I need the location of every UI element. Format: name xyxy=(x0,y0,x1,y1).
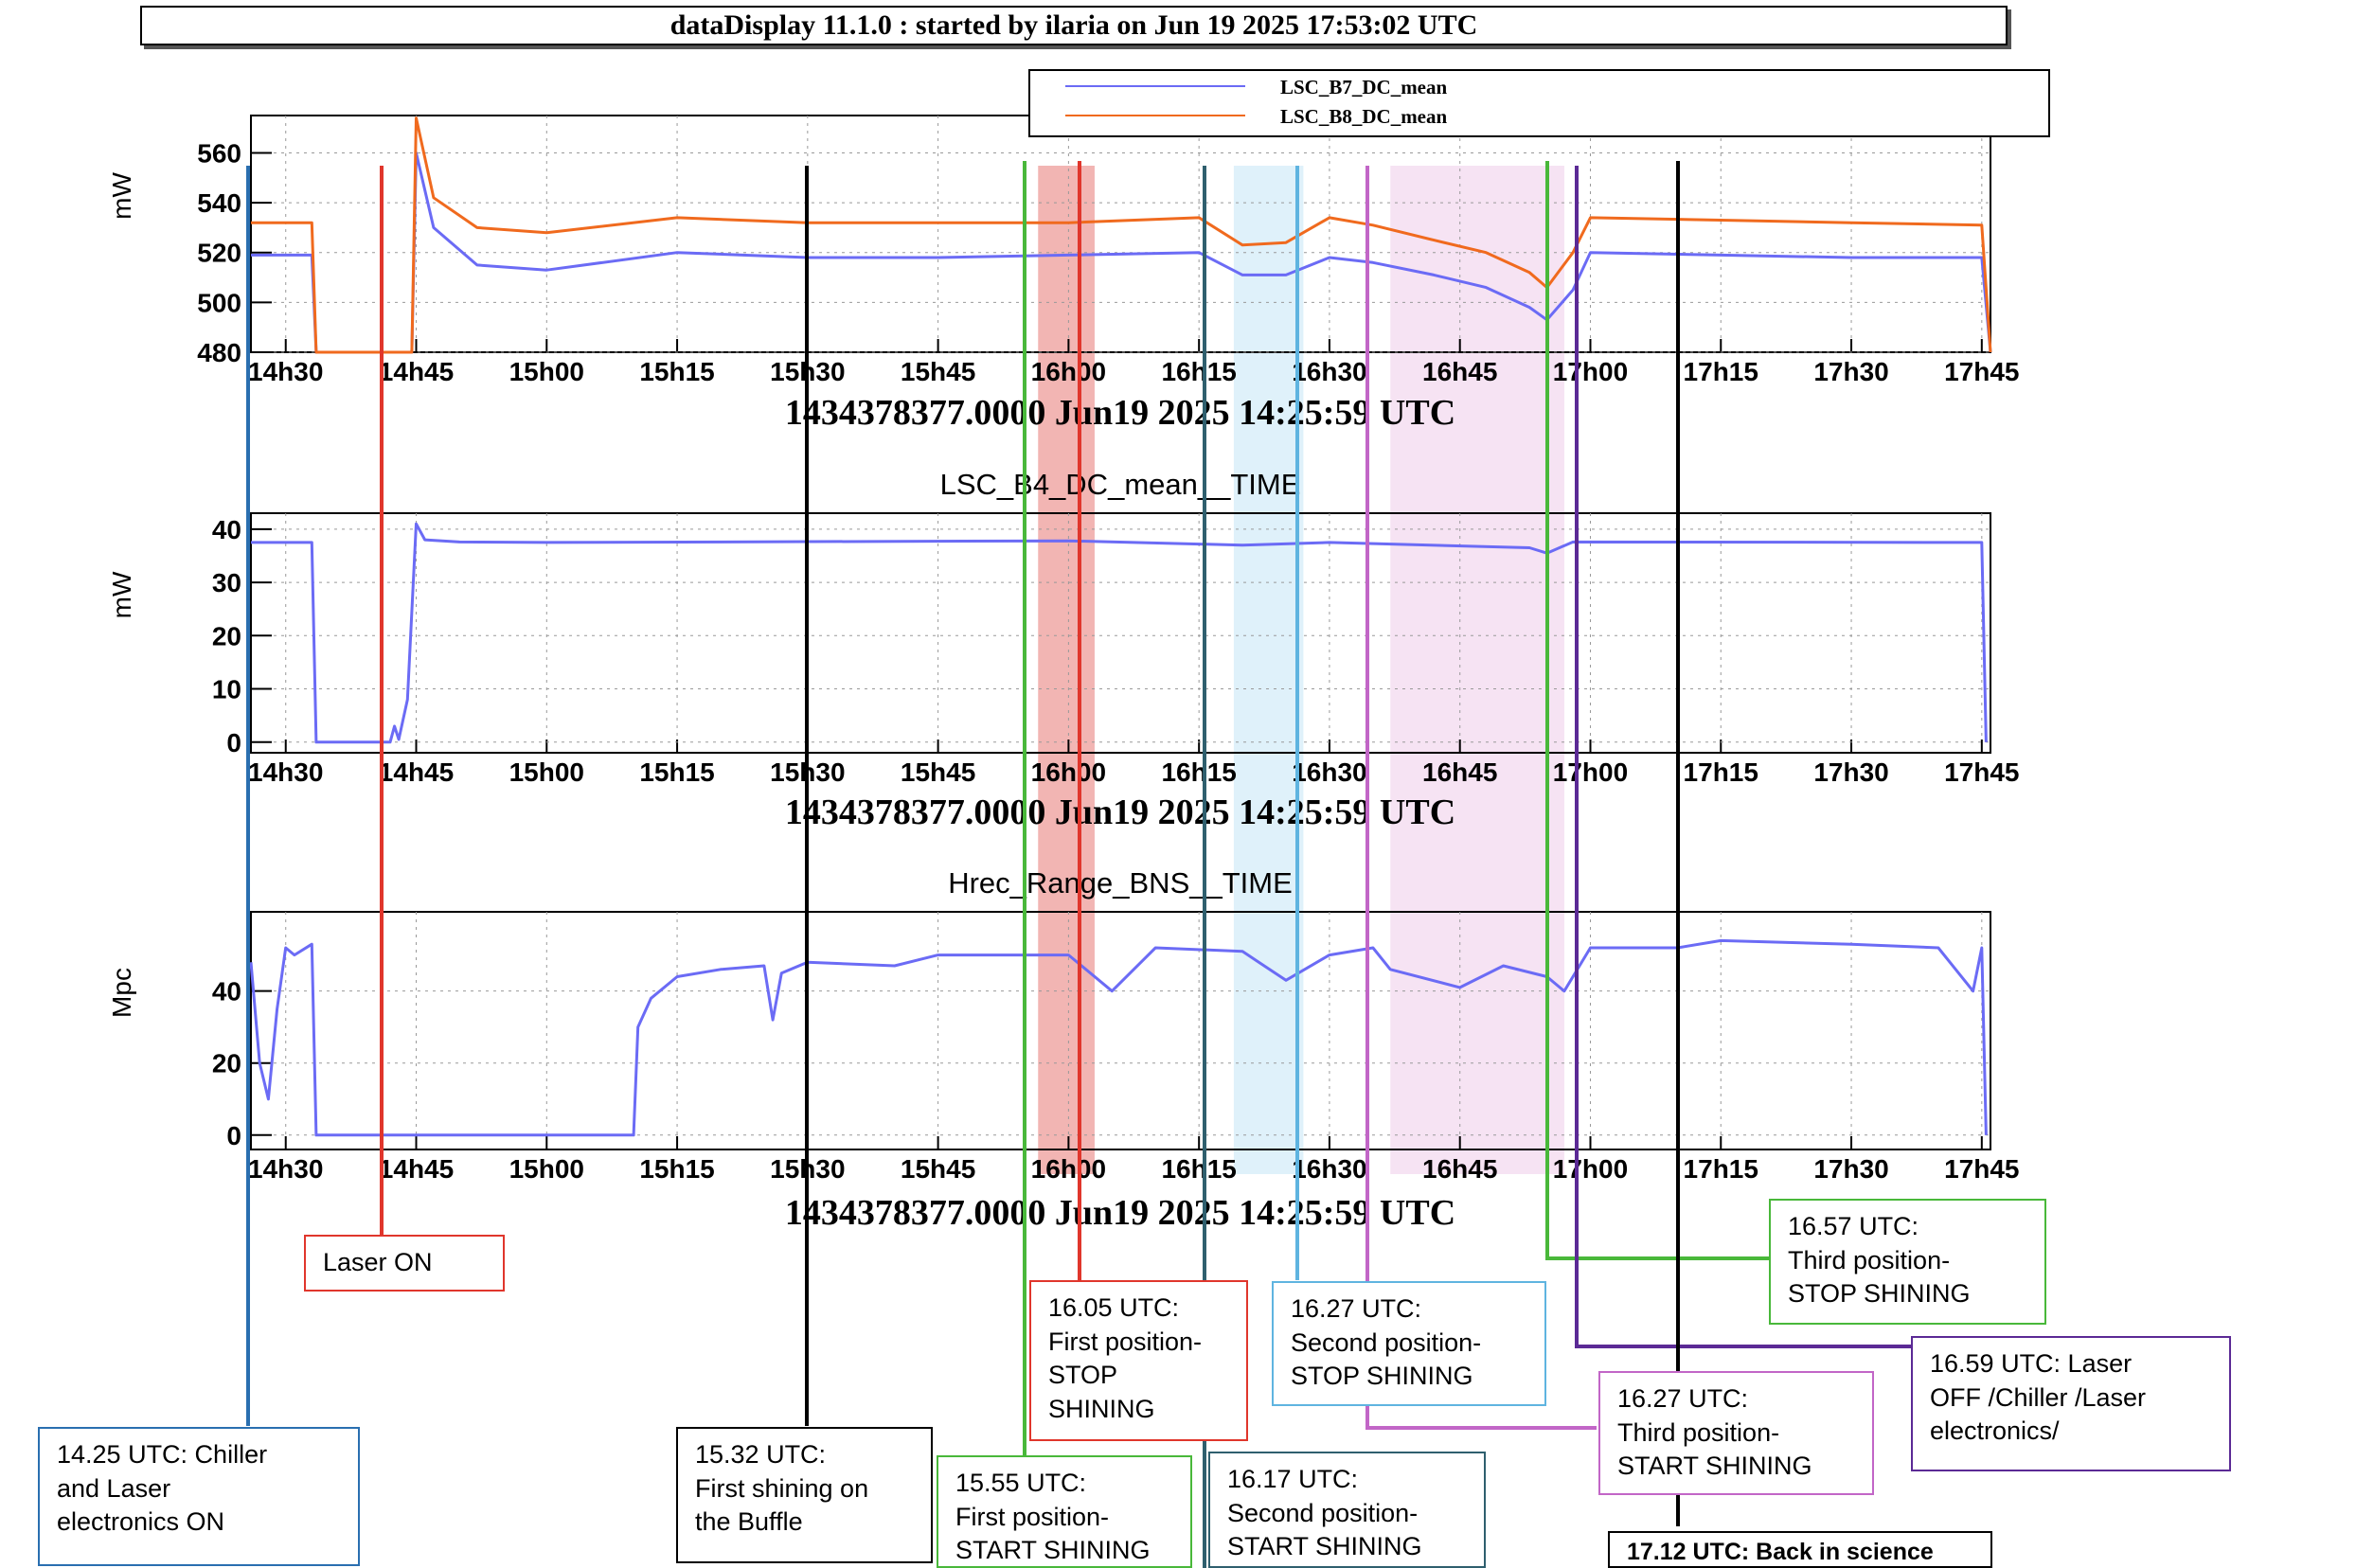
annotation-note-n4: 15.55 UTC: First position- START SHINING xyxy=(937,1455,1192,1568)
y-tick-label: 0 xyxy=(226,1121,241,1150)
plot-frame xyxy=(250,115,1991,353)
chart-panel-1: 14h30 14h45 15h00 15h15 15h30 15h45 16h00 16h15… xyxy=(107,115,2020,433)
annotation-line-n9 xyxy=(1545,161,1769,1260)
x-tick-label: 16h00 xyxy=(1031,357,1106,386)
annotation-note-n5: 16.05 UTC: First position- STOP SHINING xyxy=(1029,1280,1248,1441)
legend: LSC_B7_DC_mean LSC_B8_DC_mean xyxy=(1028,69,2050,137)
series-line-1 xyxy=(251,522,1988,744)
x-tick-label: 15h45 xyxy=(901,1154,975,1184)
third-position-band xyxy=(1390,166,1564,1174)
annotation-line-n10 xyxy=(1575,166,1911,1348)
chart-panel-3: 14h30 14h45 15h00 15h15 15h30 15h45 16h00 16h15… xyxy=(107,866,2020,1233)
y-tick-label: 30 xyxy=(212,568,241,597)
x-tick-label: 14h30 xyxy=(248,1154,323,1184)
y-tick-label: 40 xyxy=(212,515,241,544)
x-tick-label: 14h30 xyxy=(248,357,323,386)
annotation-note-n3: 15.32 UTC: First shining on the Buffle xyxy=(676,1427,933,1563)
y-axis-label: Mpc xyxy=(107,968,136,1018)
x-tick-label: 16h30 xyxy=(1292,357,1366,386)
plot-frame xyxy=(250,512,1991,754)
x-tick-label: 16h45 xyxy=(1422,357,1497,386)
x-tick-label: 16h45 xyxy=(1422,757,1497,787)
annotation-line-n8 xyxy=(1365,166,1597,1430)
x-tick-label: 15h15 xyxy=(639,1154,714,1184)
annotation-note-n9: 16.57 UTC: Third position- STOP SHINING xyxy=(1769,1199,2046,1325)
x-tick-label: 17h45 xyxy=(1944,357,2019,386)
x-tick-label: 17h00 xyxy=(1553,1154,1628,1184)
x-tick-label: 16h30 xyxy=(1292,757,1366,787)
legend-box xyxy=(1028,69,2050,137)
legend-label: LSC_B7_DC_mean xyxy=(1280,76,1448,98)
x-tick-label: 16h15 xyxy=(1161,357,1236,386)
series-line-2 xyxy=(251,116,1992,354)
legend-label: LSC_B8_DC_mean xyxy=(1280,105,1448,128)
y-tick-label: 480 xyxy=(197,338,241,367)
x-tick-label: 17h15 xyxy=(1684,1154,1758,1184)
y-tick-label: 540 xyxy=(197,188,241,218)
plot-title: LSC_B4_DC_mean__TIME xyxy=(940,468,1301,501)
annotation-note-n6: 16.17 UTC: Second position- START SHININ… xyxy=(1208,1452,1486,1568)
annotation-note-n1: 14.25 UTC: Chiller and Laser electronics… xyxy=(38,1427,360,1566)
plot-frame xyxy=(250,911,1991,1150)
x-axis-label: 1434378377.0000 Jun19 2025 14:25:59 UTC xyxy=(785,393,1455,433)
x-tick-label: 17h00 xyxy=(1553,757,1628,787)
x-tick-label: 16h00 xyxy=(1031,757,1106,787)
x-tick-label: 15h45 xyxy=(901,757,975,787)
window-title: dataDisplay 11.1.0 : started by ilaria o… xyxy=(140,6,2008,45)
x-tick-label: 17h30 xyxy=(1813,357,1888,386)
series-line-1 xyxy=(251,151,1992,354)
y-tick-label: 40 xyxy=(212,977,241,1007)
y-axis-label: mW xyxy=(107,172,136,220)
x-tick-label: 14h30 xyxy=(248,757,323,787)
annotation-note-n8: 16.27 UTC: Third position- START SHINING xyxy=(1598,1371,1874,1495)
x-tick-label: 17h45 xyxy=(1944,757,2019,787)
x-tick-label: 15h00 xyxy=(509,757,584,787)
x-axis-label: 1434378377.0000 Jun19 2025 14:25:59 UTC xyxy=(785,1193,1455,1233)
x-axis-label: 1434378377.0000 Jun19 2025 14:25:59 UTC xyxy=(785,793,1455,832)
x-tick-label: 15h15 xyxy=(639,357,714,386)
y-tick-label: 20 xyxy=(212,1049,241,1078)
annotation-note-n10: 16.59 UTC: Laser OFF /Chiller /Laser ele… xyxy=(1911,1336,2231,1471)
x-tick-label: 17h15 xyxy=(1684,757,1758,787)
series-line-1 xyxy=(249,938,1988,1137)
y-tick-label: 0 xyxy=(226,728,241,757)
second-position-band xyxy=(1233,166,1304,1174)
x-tick-label: 14h45 xyxy=(379,757,454,787)
y-tick-label: 20 xyxy=(212,621,241,650)
y-tick-label: 560 xyxy=(197,138,241,168)
first-position-band xyxy=(1038,166,1095,1174)
y-tick-label: 500 xyxy=(197,288,241,317)
x-tick-label: 15h45 xyxy=(901,357,975,386)
x-tick-label: 16h00 xyxy=(1031,1154,1106,1184)
annotation-note-n7: 16.27 UTC: Second position- STOP SHINING xyxy=(1272,1281,1546,1406)
x-tick-label: 17h15 xyxy=(1684,357,1758,386)
x-tick-label: 17h45 xyxy=(1944,1154,2019,1184)
x-tick-label: 15h00 xyxy=(509,357,584,386)
x-tick-label: 15h00 xyxy=(509,1154,584,1184)
annotation-note-n11: 17.12 UTC: Back in science xyxy=(1608,1531,1992,1568)
x-tick-label: 16h45 xyxy=(1422,1154,1497,1184)
y-axis-label: mW xyxy=(107,571,136,618)
x-tick-label: 17h30 xyxy=(1813,1154,1888,1184)
x-tick-label: 16h15 xyxy=(1161,1154,1236,1184)
x-tick-label: 16h30 xyxy=(1292,1154,1366,1184)
x-tick-label: 17h00 xyxy=(1553,357,1628,386)
y-tick-label: 10 xyxy=(212,675,241,704)
x-tick-label: 17h30 xyxy=(1813,757,1888,787)
x-tick-label: 15h15 xyxy=(639,757,714,787)
y-tick-label: 520 xyxy=(197,239,241,268)
plot-title: Hrec_Range_BNS__TIME xyxy=(948,866,1293,900)
x-tick-label: 14h45 xyxy=(379,1154,454,1184)
annotation-note-n2: Laser ON xyxy=(304,1235,505,1292)
x-tick-label: 16h15 xyxy=(1161,757,1236,787)
x-tick-label: 14h45 xyxy=(379,357,454,386)
